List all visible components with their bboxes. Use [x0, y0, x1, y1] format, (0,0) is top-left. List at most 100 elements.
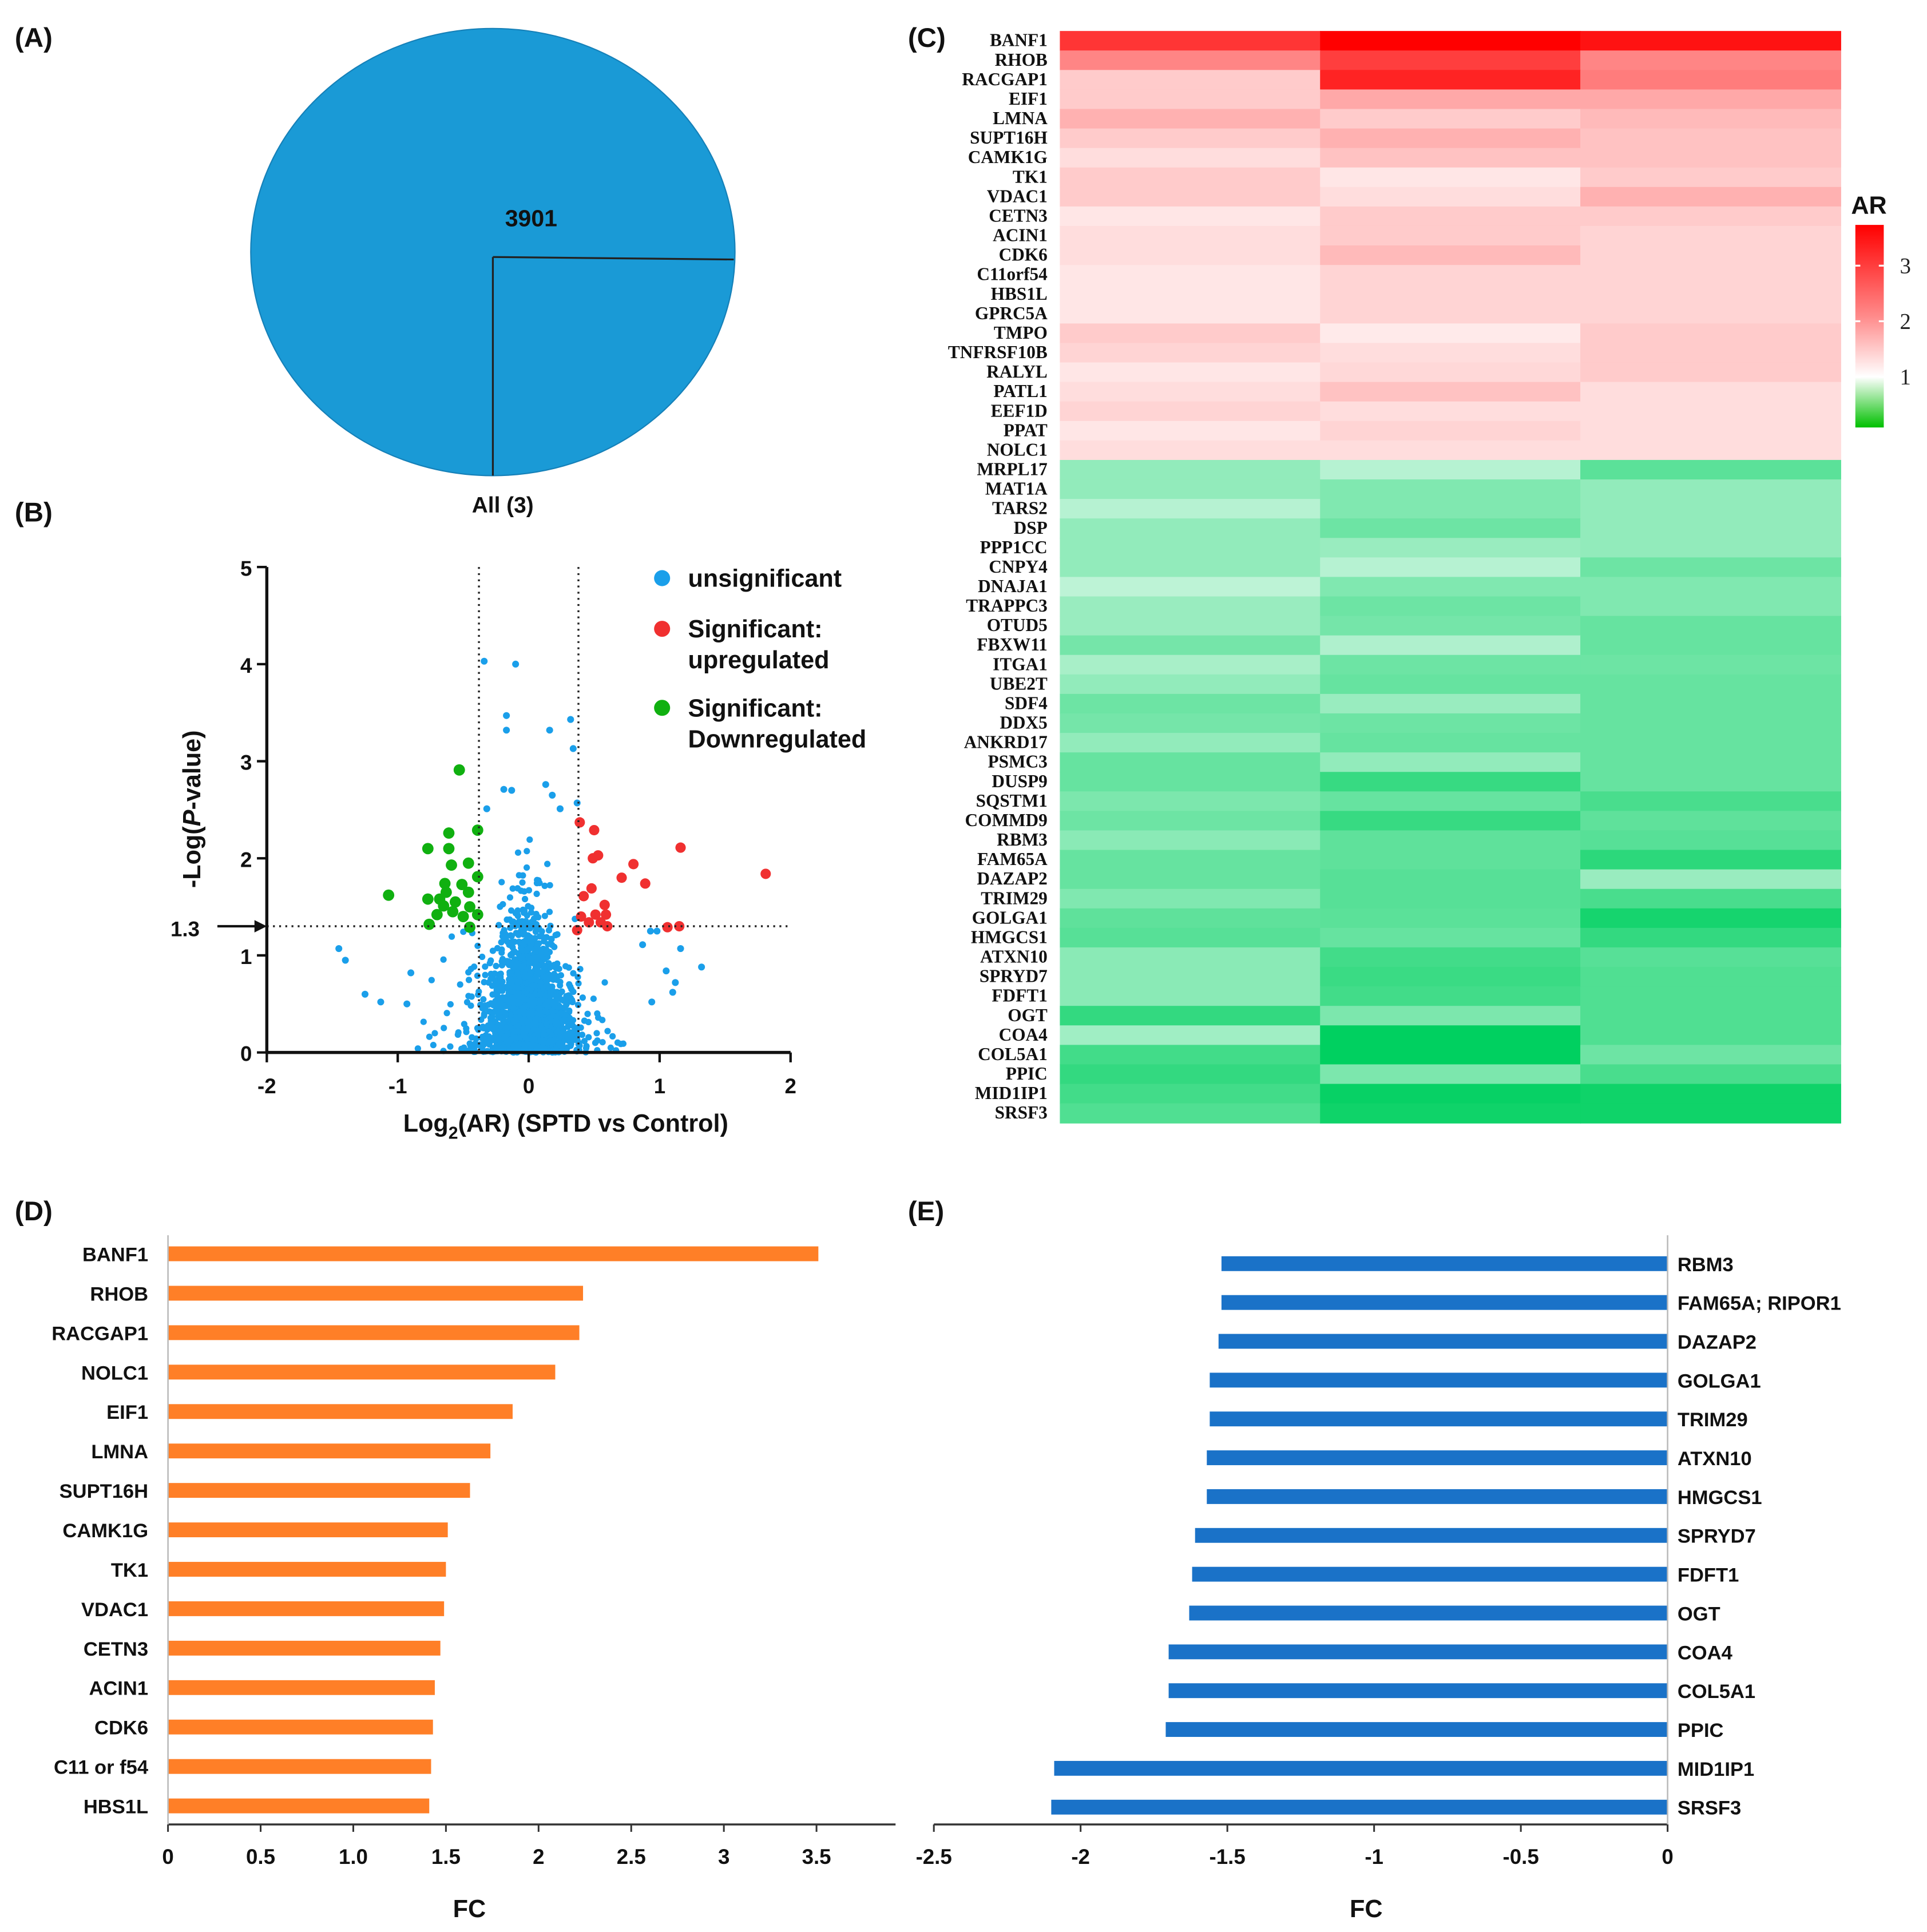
x-tick-label: -1	[1365, 1845, 1383, 1868]
bar-category-label: NOLC1	[81, 1362, 148, 1384]
volcano-point-unsignificant	[522, 979, 529, 986]
heatmap-cell	[1320, 323, 1581, 344]
volcano-point-unsignificant	[487, 975, 494, 982]
volcano-point-unsignificant	[536, 1005, 543, 1012]
heatmap-row-label: MID1IP1	[975, 1083, 1048, 1103]
heatmap-row-label: UBE2T	[990, 673, 1048, 693]
bar-category-label: CDK6	[94, 1717, 148, 1739]
volcano-point-unsignificant	[514, 1000, 521, 1007]
volcano-point-unsignificant	[546, 1028, 553, 1035]
heatmap-cell	[1580, 986, 1841, 1007]
volcano-point-unsignificant	[506, 894, 514, 901]
volcano-point-unsignificant	[521, 908, 528, 915]
volcano-point-unsignificant	[541, 913, 548, 919]
volcano-point-unsignificant	[590, 995, 597, 1002]
volcano-point-upregulated	[662, 922, 673, 933]
volcano-point-unsignificant	[489, 947, 497, 954]
legend-label: unsignificant	[688, 565, 842, 593]
volcano-point-unsignificant	[514, 970, 521, 977]
volcano-point-unsignificant	[601, 979, 608, 986]
heatmap-cell	[1320, 557, 1581, 578]
arrow-head-icon	[254, 920, 267, 933]
volcano-point-unsignificant	[554, 931, 561, 938]
volcano-point-unsignificant	[536, 879, 543, 887]
volcano-point-unsignificant	[554, 960, 561, 967]
heatmap-row-label: LMNA	[993, 108, 1048, 128]
heatmap-row-label: EEF1D	[991, 400, 1048, 420]
heatmap-row-label: DSP	[1014, 518, 1048, 538]
volcano-point-unsignificant	[672, 979, 679, 986]
legend-label: Downregulated	[688, 725, 867, 753]
bar-category-label: RACGAP1	[51, 1323, 148, 1344]
volcano-point-unsignificant	[491, 991, 498, 998]
heatmap-cell	[1060, 888, 1321, 909]
y-axis-title-prefix: -Log(	[179, 826, 206, 888]
volcano-point-unsignificant	[518, 918, 526, 925]
heatmap-cell	[1320, 1045, 1581, 1065]
heatmap-cell	[1320, 343, 1581, 363]
volcano-point-unsignificant	[546, 882, 553, 888]
heatmap-cell	[1320, 908, 1581, 929]
heatmap-cell	[1060, 401, 1321, 422]
heatmap-row-label: FAM65A	[977, 849, 1048, 869]
heatmap-cell	[1320, 830, 1581, 851]
volcano-point-unsignificant	[522, 938, 529, 945]
volcano-point-unsignificant	[542, 781, 549, 788]
heatmap-row-label: FDFT1	[992, 986, 1047, 1006]
heatmap-cell	[1060, 967, 1321, 987]
heatmap-cell	[1580, 596, 1841, 617]
legend-marker	[654, 700, 671, 716]
heatmap-cell	[1060, 440, 1321, 461]
downregulated-bar-chart: RBM3 FAM65A; RIPOR1 DAZAP2 GOLGA1 TRIM29 ATXN…	[916, 1235, 1841, 1923]
volcano-point-unsignificant	[573, 799, 581, 807]
volcano-point-unsignificant	[500, 786, 507, 793]
bar	[1168, 1644, 1668, 1660]
volcano-point-unsignificant	[527, 969, 534, 975]
heatmap-cell	[1320, 927, 1581, 949]
volcano-point-unsignificant	[567, 1042, 574, 1049]
volcano-point-unsignificant	[457, 981, 463, 988]
volcano-point-unsignificant	[520, 1028, 526, 1035]
heatmap-row-label: SUPT16H	[970, 128, 1048, 148]
bar	[168, 1562, 446, 1577]
volcano-point-unsignificant	[482, 971, 489, 978]
x-tick-label: -2	[1071, 1845, 1090, 1868]
heatmap-row-label: HMGCS1	[971, 927, 1048, 947]
volcano-point-downregulated	[457, 911, 469, 922]
heatmap-row-label: NOLC1	[987, 439, 1048, 459]
volcano-point-unsignificant	[532, 961, 540, 967]
volcano-point-unsignificant	[507, 979, 514, 986]
volcano-point-upregulated	[616, 872, 627, 883]
volcano-point-unsignificant	[510, 918, 517, 925]
heatmap-cell	[1580, 31, 1841, 51]
heatmap-cell	[1320, 811, 1581, 831]
volcano-point-unsignificant	[547, 1014, 554, 1021]
bar-category-label: RHOB	[90, 1283, 148, 1305]
volcano-point-unsignificant	[528, 909, 535, 916]
volcano-point-unsignificant	[698, 963, 705, 971]
volcano-point-unsignificant	[549, 791, 556, 799]
volcano-point-unsignificant	[520, 962, 528, 969]
heatmap-cell	[1060, 616, 1321, 636]
heatmap-row-label: VDAC1	[987, 186, 1048, 206]
x-tick-label: 0	[1662, 1845, 1673, 1868]
heatmap-cell	[1320, 70, 1581, 90]
heatmap-row-label: SRSF3	[995, 1102, 1048, 1122]
volcano-point-downregulated	[439, 878, 451, 890]
heatmap-cell	[1060, 109, 1321, 129]
heatmap-cell	[1320, 850, 1581, 870]
volcano-point-unsignificant	[498, 983, 505, 990]
volcano-point-downregulated	[431, 909, 443, 921]
volcano-point-unsignificant	[501, 927, 507, 934]
volcano-point-unsignificant	[510, 1005, 517, 1011]
heatmap-cell	[1320, 713, 1581, 734]
panel-label-b: (B)	[15, 497, 53, 527]
volcano-point-unsignificant	[557, 982, 564, 989]
volcano-point-unsignificant	[536, 991, 544, 998]
colorbar-tick-label: 2	[1900, 309, 1911, 334]
volcano-point-unsignificant	[474, 1025, 481, 1032]
heatmap-cell	[1580, 557, 1841, 578]
volcano-point-upregulated	[674, 921, 685, 932]
bar	[1165, 1722, 1668, 1737]
volcano-point-unsignificant	[594, 1037, 601, 1044]
